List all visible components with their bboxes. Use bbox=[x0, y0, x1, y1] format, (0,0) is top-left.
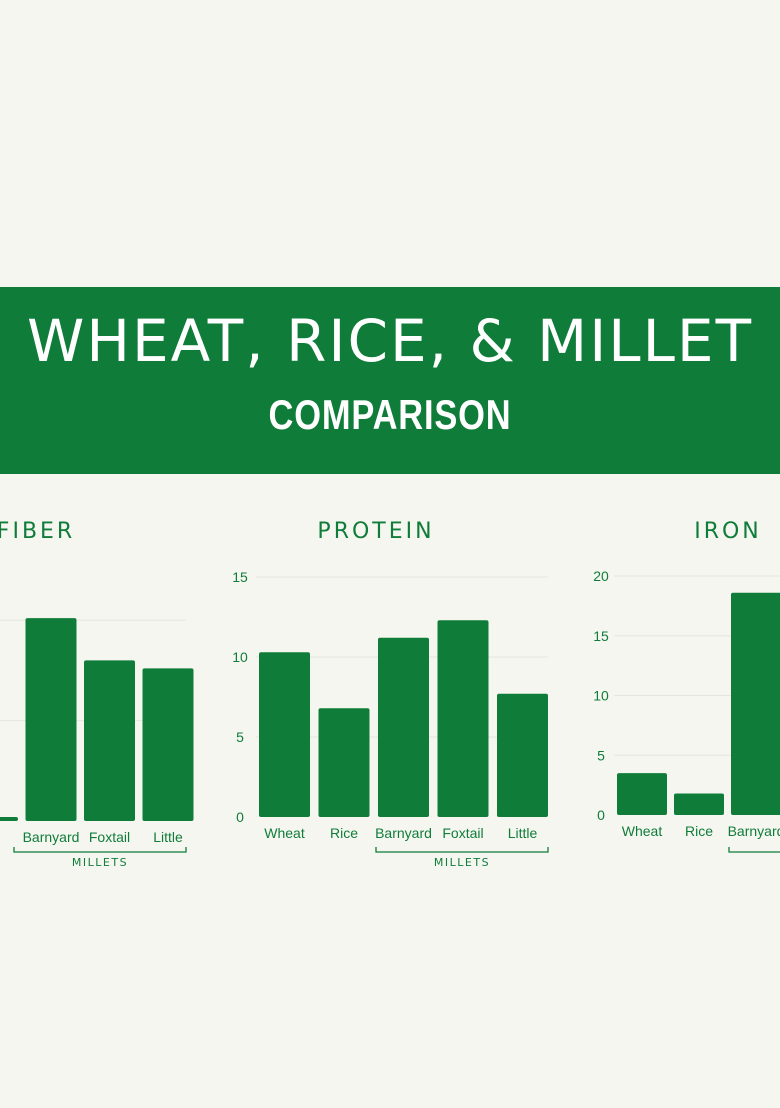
millets-bracket bbox=[13, 847, 187, 853]
title-banner: WHEAT, RICE, & MILLET COMPARISON bbox=[0, 287, 780, 474]
chart-title: PROTEIN bbox=[317, 519, 434, 544]
group-label: MILLETS bbox=[72, 856, 128, 869]
bar-barnyard bbox=[25, 618, 77, 821]
category-label: Barnyard bbox=[375, 825, 432, 841]
group-label: MILLETS bbox=[434, 856, 490, 869]
category-label: Rice bbox=[330, 825, 358, 841]
page-subtitle: COMPARISON bbox=[268, 391, 512, 438]
y-tick-label: 5 bbox=[236, 729, 244, 745]
y-tick-label: 15 bbox=[232, 569, 248, 585]
bar-rice bbox=[318, 708, 370, 817]
category-label: Wheat bbox=[622, 823, 663, 839]
y-tick-label: 5 bbox=[597, 747, 605, 763]
bar-barnyard bbox=[731, 592, 780, 815]
bar-rice bbox=[0, 816, 18, 821]
category-label: Little bbox=[508, 825, 538, 841]
bar-wheat bbox=[617, 773, 667, 815]
y-tick-label: 0 bbox=[236, 809, 244, 825]
y-tick-label: 0 bbox=[597, 807, 605, 823]
y-tick-label: 20 bbox=[593, 568, 609, 584]
category-label: Foxtail bbox=[442, 825, 483, 841]
category-label: Rice bbox=[685, 823, 713, 839]
category-label: Barnyard bbox=[23, 829, 80, 845]
millets-bracket bbox=[375, 847, 549, 853]
chart-title: FIBER bbox=[0, 519, 75, 544]
page-title: WHEAT, RICE, & MILLET bbox=[26, 307, 754, 375]
category-label: Little bbox=[153, 829, 183, 845]
bar-rice bbox=[674, 793, 724, 815]
bar-wheat bbox=[259, 652, 310, 817]
bar-foxtail bbox=[84, 660, 135, 821]
chart-title: IRON bbox=[694, 519, 762, 544]
bar-barnyard bbox=[378, 637, 429, 817]
bar-little bbox=[142, 668, 194, 821]
bar-foxtail bbox=[437, 620, 489, 817]
bar-little bbox=[497, 693, 548, 817]
millets-bracket bbox=[728, 847, 780, 853]
category-label: Barnyard bbox=[728, 823, 780, 839]
y-tick-label: 10 bbox=[593, 688, 609, 704]
category-label: Foxtail bbox=[89, 829, 130, 845]
y-tick-label: 15 bbox=[593, 628, 609, 644]
y-tick-label: 10 bbox=[232, 649, 248, 665]
category-label: Wheat bbox=[264, 825, 305, 841]
